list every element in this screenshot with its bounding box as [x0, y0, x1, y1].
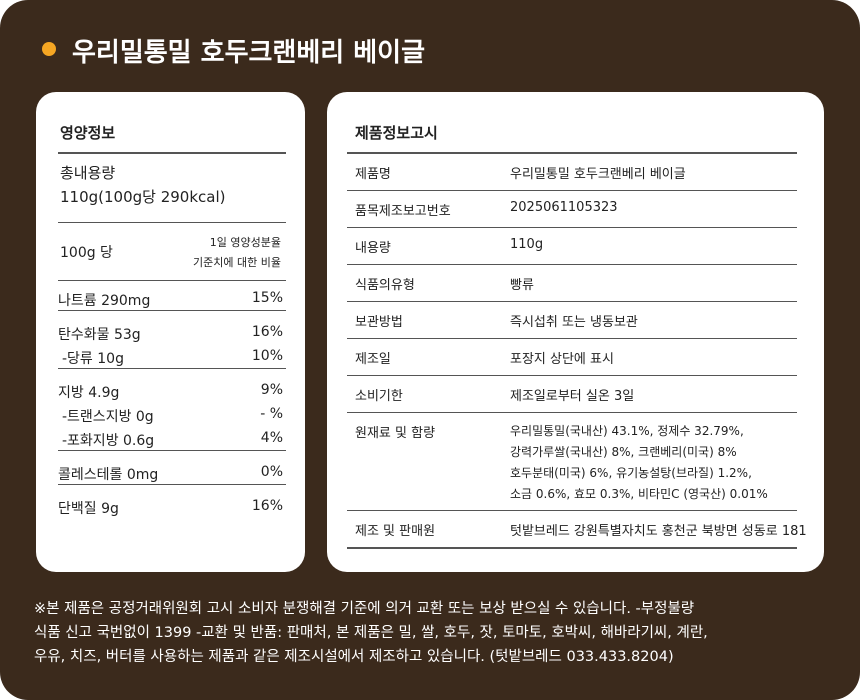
- rule: [58, 152, 286, 154]
- info-value: 소금 0.6%, 효모 0.3%, 비타민C (영국산) 0.01%: [510, 487, 768, 501]
- info-value: 호두분태(미국) 6%, 유기농설탕(브라질) 1.2%,: [510, 466, 752, 480]
- nutrient-percent: 16%: [251, 324, 283, 340]
- footer: ※본 제품은 공정거래위원회 고시 소비자 분쟁해결 기준에 의거 교환 또는 …: [34, 597, 834, 687]
- info-value: 즉시섭취 또는 냉동보관: [510, 315, 638, 330]
- rule: [347, 190, 797, 191]
- info-label: 원재료 및 함량: [355, 426, 436, 441]
- per-label: 100g 당: [60, 245, 113, 261]
- rule: [347, 227, 797, 228]
- rule: [347, 375, 797, 376]
- rule: [347, 338, 797, 339]
- info-value: 포장지 상단에 표시: [510, 352, 614, 367]
- rule: [58, 280, 286, 281]
- info-label: 소비기한: [355, 389, 403, 404]
- info-label: 품목제조보고번호: [355, 204, 451, 219]
- rule: [347, 510, 797, 511]
- rule: [58, 368, 286, 369]
- info-value: 우리밀통밀 호두크랜베리 베이글: [510, 167, 686, 182]
- nutrient-name: -당류 10g: [62, 351, 124, 367]
- footer-line: ※본 제품은 공정거래위원회 고시 소비자 분쟁해결 기준에 의거 교환 또는 …: [34, 601, 695, 617]
- info-value: 제조일로부터 실온 3일: [510, 389, 635, 404]
- rule: [58, 484, 286, 485]
- nutrient-percent: 15%: [251, 290, 283, 306]
- rule: [347, 412, 797, 413]
- info-label: 내용량: [355, 241, 391, 256]
- rule: [347, 264, 797, 265]
- title: 우리밀통밀 호두크랜베리 베이글: [72, 38, 425, 68]
- info-value: 빵류: [510, 278, 534, 293]
- rule: [58, 222, 286, 223]
- daily-note: 기준치에 대한 비율: [193, 256, 281, 269]
- info-value: 110g: [510, 237, 544, 252]
- rule: [347, 152, 797, 154]
- info-label: 보관방법: [355, 315, 403, 330]
- info-label: 제조 및 판매원: [355, 524, 436, 539]
- total-label: 총내용량: [60, 164, 116, 182]
- nutrient-percent: 4%: [260, 430, 283, 446]
- nutrient-percent: 0%: [260, 464, 283, 480]
- nutrient-name: -포화지방 0.6g: [62, 433, 155, 449]
- info-value: 2025061105323: [510, 200, 618, 215]
- info-value: 강력가루쌀(국내산) 8%, 크랜베리(미국) 8%: [510, 445, 737, 459]
- info-label: 식품의유형: [355, 278, 415, 293]
- nutrient-percent: 9%: [260, 382, 283, 398]
- nutrient-percent: 16%: [251, 498, 283, 514]
- bullet: [42, 42, 56, 56]
- nutrient-name: 탄수화물 53g: [58, 327, 141, 343]
- info-label: 제품명: [355, 167, 391, 182]
- footer-line: 식품 신고 국번없이 1399 -교환 및 반품: 판매처, 본 제품은 밀, …: [34, 625, 708, 641]
- info-value: 텃밭브레드 강원특별자치도 홍천군 북방면 성동로 181: [510, 524, 807, 539]
- info-value: 우리밀통밀(국내산) 43.1%, 정제수 32.79%,: [510, 424, 744, 438]
- nutrient-percent: 10%: [251, 348, 283, 364]
- nutrient-name: 단백질 9g: [58, 501, 119, 517]
- nutrient-percent: - %: [260, 406, 283, 422]
- heading: 제품정보고시: [355, 124, 438, 142]
- footer-line: 우유, 치즈, 버터를 사용하는 제품과 같은 제조시설에서 제조하고 있습니다…: [34, 649, 674, 665]
- nutrient-name: 나트륨 290mg: [58, 293, 151, 309]
- info-label: 제조일: [355, 352, 391, 367]
- rule: [58, 450, 286, 451]
- rule: [347, 547, 797, 549]
- rule: [347, 301, 797, 302]
- nutrient-name: 지방 4.9g: [58, 385, 120, 401]
- heading: 영양정보: [60, 124, 116, 142]
- nutrient-name: -트랜스지방 0g: [62, 409, 154, 425]
- total-value: 110g(100g당 290kcal): [60, 188, 226, 206]
- rule: [58, 310, 286, 311]
- daily-note: 1일 영양성분율: [209, 236, 281, 249]
- nutrient-name: 콜레스테롤 0mg: [58, 467, 159, 483]
